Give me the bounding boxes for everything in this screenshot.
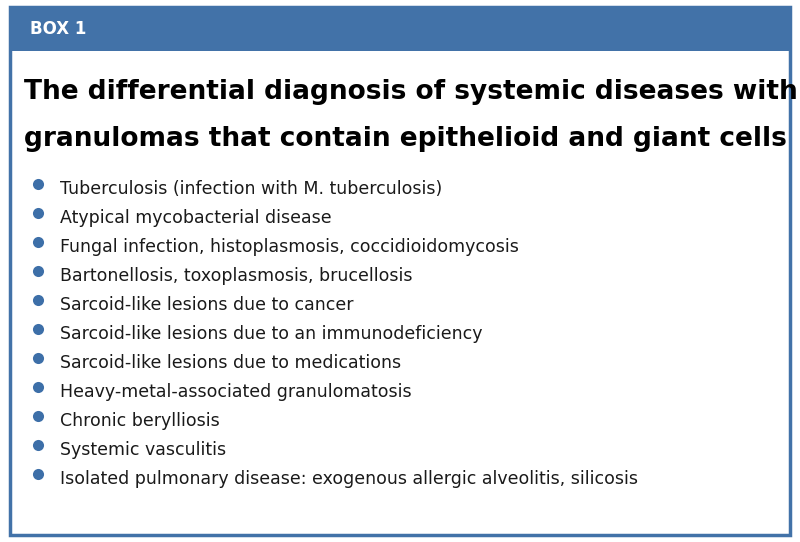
- Text: Chronic berylliosis: Chronic berylliosis: [60, 412, 220, 430]
- Text: Sarcoid-like lesions due to medications: Sarcoid-like lesions due to medications: [60, 354, 401, 372]
- Text: Sarcoid-like lesions due to an immunodeficiency: Sarcoid-like lesions due to an immunodef…: [60, 325, 482, 344]
- Text: Fungal infection, histoplasmosis, coccidioidomycosis: Fungal infection, histoplasmosis, coccid…: [60, 238, 519, 256]
- Text: Bartonellosis, toxoplasmosis, brucellosis: Bartonellosis, toxoplasmosis, brucellosi…: [60, 267, 413, 286]
- Text: Isolated pulmonary disease: exogenous allergic alveolitis, silicosis: Isolated pulmonary disease: exogenous al…: [60, 470, 638, 488]
- FancyBboxPatch shape: [10, 7, 790, 51]
- Text: Tuberculosis (infection with M. tuberculosis): Tuberculosis (infection with M. tubercul…: [60, 180, 442, 198]
- Text: Sarcoid-like lesions due to cancer: Sarcoid-like lesions due to cancer: [60, 296, 354, 314]
- Text: Systemic vasculitis: Systemic vasculitis: [60, 441, 226, 460]
- Text: granulomas that contain epithelioid and giant cells: granulomas that contain epithelioid and …: [24, 126, 787, 152]
- Text: BOX 1: BOX 1: [30, 20, 86, 38]
- Text: Heavy-metal-associated granulomatosis: Heavy-metal-associated granulomatosis: [60, 384, 412, 402]
- Text: The differential diagnosis of systemic diseases with: The differential diagnosis of systemic d…: [24, 79, 798, 105]
- FancyBboxPatch shape: [10, 7, 790, 535]
- Text: Atypical mycobacterial disease: Atypical mycobacterial disease: [60, 209, 332, 228]
